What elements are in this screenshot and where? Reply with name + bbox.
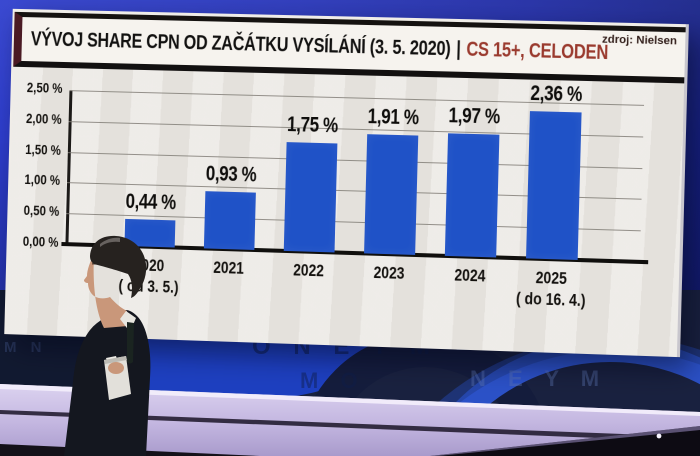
x-tick-label: 2022 — [264, 258, 354, 282]
brand-watermark-text: M N — [4, 339, 47, 356]
brand-watermark-text: N E Y M — [470, 366, 607, 391]
x-tick-label: 2025( do 16. 4.) — [505, 266, 597, 312]
page-title: VÝVOJ SHARE CPN OD ZAČÁTKU VYSÍLÁNÍ (3. … — [31, 28, 609, 65]
bar-value-label: 1,91 % — [367, 105, 419, 130]
bar-value-label: 1,97 % — [448, 103, 501, 129]
x-tick-label: 2021 — [184, 256, 273, 280]
bar — [526, 110, 582, 260]
swoosh-arc-dark — [301, 333, 549, 430]
title-text: VÝVOJ SHARE CPN OD ZAČÁTKU VYSÍLÁNÍ (3. … — [30, 27, 451, 60]
y-tick-label: 1,50 % — [25, 141, 62, 158]
studio-desk — [0, 384, 700, 456]
x-tick-year: 2021 — [213, 257, 245, 278]
x-tick-year: 2024 — [454, 265, 486, 286]
x-tick-label: 2024 — [425, 263, 516, 287]
presenter-hair — [90, 235, 147, 298]
presenter-papers-edge — [104, 356, 127, 364]
desk-highlight — [0, 384, 700, 416]
presenter-hair-streak — [100, 237, 120, 247]
desk-light-dot — [656, 433, 662, 439]
x-tick-year: 2023 — [373, 262, 405, 283]
x-tick-note: ( do 16. 4.) — [515, 288, 586, 311]
title-separator: | — [456, 37, 461, 61]
presenter-face — [84, 254, 128, 328]
source-label: zdroj: Nielsen — [601, 33, 678, 48]
title-highlight: CS 15+, CELODEN — [466, 37, 609, 64]
bar — [283, 142, 338, 253]
presenter-tie — [127, 322, 134, 364]
x-tick-year: 2025 — [535, 267, 568, 289]
desk-strip — [0, 384, 700, 456]
brand-watermark-text: M O — [300, 368, 366, 393]
bar — [364, 134, 419, 255]
bar-value-label: 0,93 % — [205, 161, 257, 187]
bar-value-label: 2,36 % — [530, 81, 583, 106]
desk-corner-edge — [430, 426, 700, 456]
x-tick-label: 2023 — [344, 261, 434, 285]
desk-shadow-line — [0, 410, 700, 442]
y-tick-label: 1,00 % — [24, 172, 61, 189]
x-tick-year: 2022 — [293, 260, 325, 281]
bar — [444, 132, 500, 258]
bar-value-label: 1,75 % — [286, 113, 339, 138]
bar — [203, 190, 256, 250]
presenter-silhouette — [64, 235, 151, 456]
y-tick-label: 2,00 % — [25, 110, 62, 127]
y-tick-label: 2,50 % — [26, 80, 63, 96]
presenter-hand — [108, 362, 124, 374]
